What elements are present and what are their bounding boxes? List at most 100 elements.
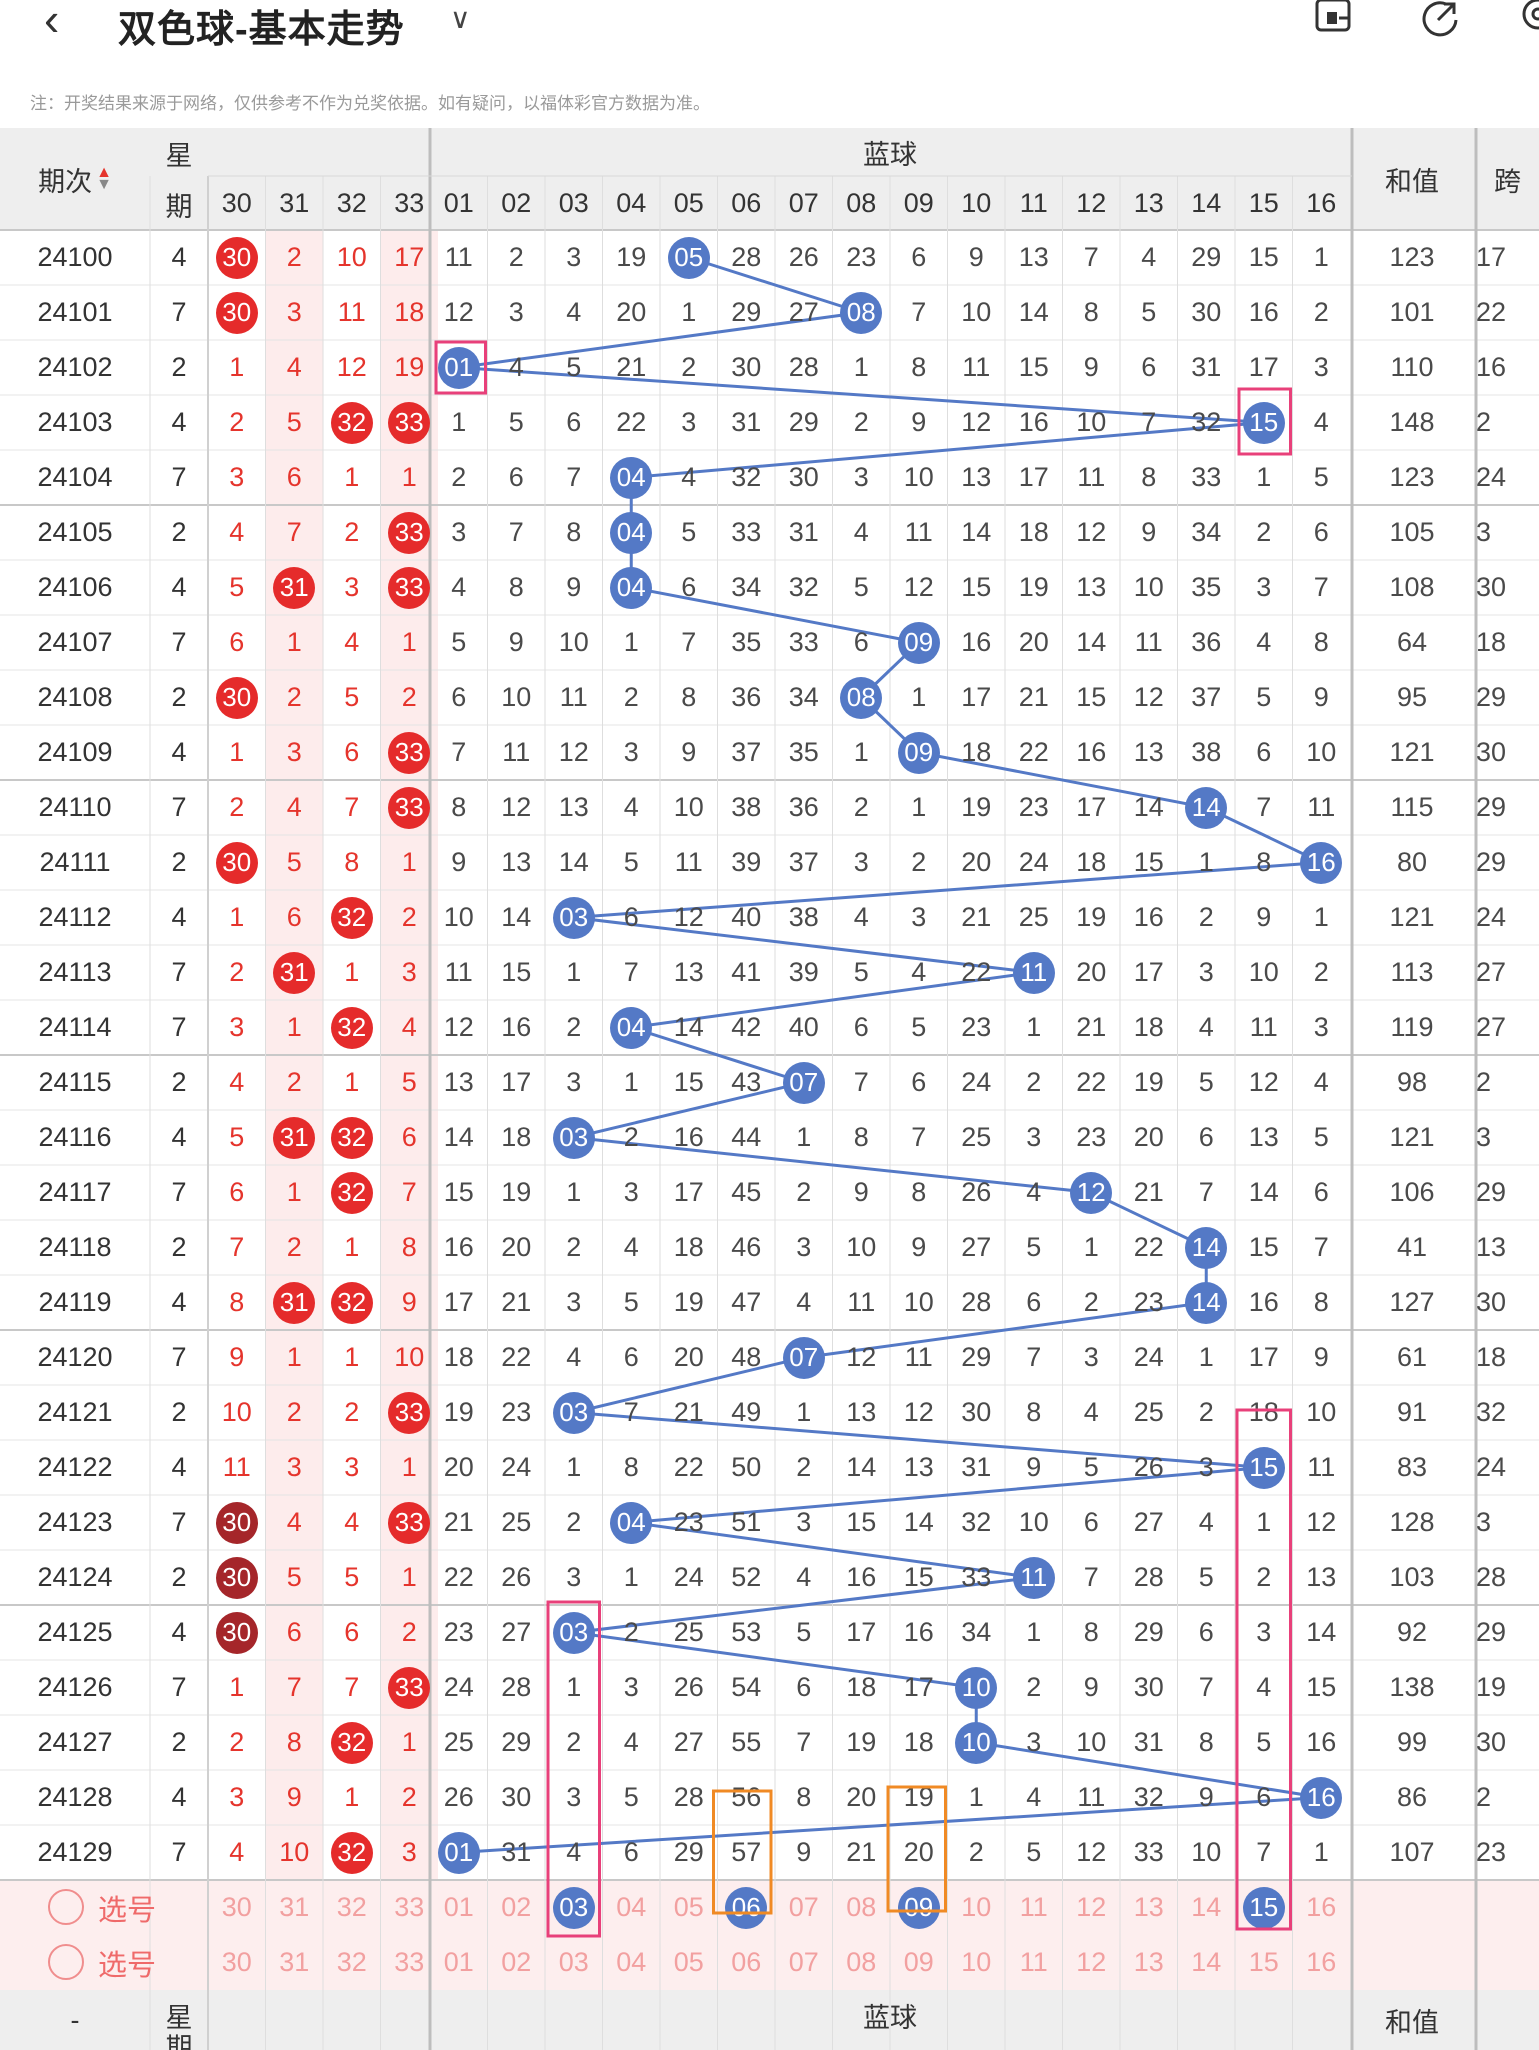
pick-blue-number[interactable]: 16	[1306, 1892, 1337, 1922]
select-radio-icon[interactable]	[48, 1889, 84, 1925]
period-cell: 24123	[37, 1507, 113, 1537]
pick-blue-number[interactable]: 14	[1191, 1892, 1222, 1922]
pick-blue-number[interactable]: 10	[961, 1947, 992, 1977]
red-miss-cell: 6	[229, 627, 245, 657]
sum-cell: 61	[1396, 1342, 1428, 1372]
sort-icon[interactable]: ▲ ▼	[96, 164, 112, 193]
blue-miss-cell: 7	[911, 297, 927, 327]
week-cell: 2	[171, 1397, 187, 1427]
back-icon[interactable]: ‹	[44, 0, 60, 45]
pick-blue-number[interactable]: 03	[558, 1947, 589, 1977]
red-ball: 33	[388, 786, 431, 829]
blue-miss-cell: 18	[1018, 517, 1049, 547]
blue-ball: 03	[552, 1391, 595, 1434]
red-miss-cell: 19	[394, 352, 425, 382]
red-miss-cell: 8	[401, 1232, 417, 1262]
pick-red-number[interactable]: 31	[279, 1947, 310, 1977]
blue-miss-cell: 24	[673, 1562, 704, 1592]
pick-blue-number[interactable]: 04	[616, 1947, 647, 1977]
blue-miss-cell: 16	[903, 1617, 934, 1647]
week-cell: 7	[171, 1177, 187, 1207]
pick-blue-number[interactable]: 12	[1076, 1947, 1107, 1977]
blue-miss-cell: 2	[1198, 1397, 1214, 1427]
page-title[interactable]: 双色球-基本走势	[118, 9, 405, 51]
pick-blue-number[interactable]: 11	[1019, 1947, 1048, 1977]
pick-blue-number[interactable]: 02	[501, 1892, 532, 1922]
select-radio-icon[interactable]	[48, 1944, 84, 1980]
pick-red-number[interactable]: 33	[394, 1892, 425, 1922]
blue-miss-cell: 2	[1256, 517, 1272, 547]
blue-ball: 09	[897, 621, 940, 664]
pick-blue-number[interactable]: 07	[788, 1892, 819, 1922]
blue-ball: 14	[1185, 1281, 1228, 1324]
pick-blue-number[interactable]: 15	[1248, 1947, 1279, 1977]
period-header[interactable]: 期次 ▲ ▼	[0, 128, 150, 230]
pick-blue-number[interactable]: 12	[1076, 1892, 1107, 1922]
blue-miss-cell: 2	[623, 682, 639, 712]
red-miss-cell: 6	[286, 462, 302, 492]
pick-blue-number[interactable]: 09	[903, 1947, 934, 1977]
pick-blue-number[interactable]: 11	[1019, 1892, 1048, 1922]
pick-blue-number[interactable]: 13	[1133, 1892, 1164, 1922]
select-label[interactable]: 选号	[97, 1894, 156, 1927]
span-cell: 3	[1476, 1122, 1492, 1152]
blue-miss-cell: 2	[853, 792, 869, 822]
span-cell: 13	[1476, 1232, 1507, 1262]
blue-miss-cell: 1	[623, 1562, 639, 1592]
pick-blue-number[interactable]: 01	[443, 1892, 474, 1922]
blue-miss-cell: 1	[566, 1452, 582, 1482]
settings-icon[interactable]	[1516, 0, 1539, 38]
screen-icon[interactable]	[1313, 0, 1357, 38]
red-miss-cell: 4	[286, 1507, 302, 1537]
red-miss-cell: 1	[229, 1672, 245, 1702]
blue-miss-cell: 3	[1026, 1727, 1042, 1757]
pick-red-number[interactable]: 32	[336, 1947, 367, 1977]
pick-blue-number[interactable]: 13	[1133, 1947, 1164, 1977]
pick-blue-number[interactable]: 05	[673, 1947, 704, 1977]
pick-blue-number[interactable]: 08	[846, 1947, 877, 1977]
share-icon[interactable]	[1416, 0, 1460, 38]
select-label[interactable]: 选号	[97, 1949, 156, 1982]
span-cell: 19	[1476, 1672, 1507, 1702]
blue-miss-cell: 6	[796, 1672, 812, 1702]
blue-miss-cell: 24	[1018, 847, 1049, 877]
pick-red-number[interactable]: 30	[221, 1947, 252, 1977]
pick-blue-number[interactable]: 06	[731, 1947, 762, 1977]
pick-red-number[interactable]: 31	[279, 1892, 310, 1922]
blue-miss-cell: 25	[1133, 1397, 1164, 1427]
blue-ball: 11	[1012, 1556, 1055, 1599]
pick-blue-number[interactable]: 08	[846, 1892, 877, 1922]
red-miss-cell: 7	[344, 792, 360, 822]
blue-miss-cell: 24	[501, 1452, 532, 1482]
blue-ball: 07	[782, 1336, 825, 1379]
pick-blue-number[interactable]: 07	[788, 1947, 819, 1977]
pick-red-number[interactable]: 32	[336, 1892, 367, 1922]
blue-miss-cell: 6	[681, 572, 697, 602]
blue-miss-cell: 31	[731, 407, 762, 437]
blue-miss-cell: 10	[1306, 737, 1337, 767]
chevron-down-icon[interactable]: ∨	[450, 3, 471, 34]
blue-miss-cell: 12	[1076, 1837, 1107, 1867]
blue-miss-cell: 55	[731, 1727, 762, 1757]
period-cell: 24108	[37, 682, 113, 712]
pick-red-number[interactable]: 33	[394, 1947, 425, 1977]
red-ball: 33	[388, 511, 431, 554]
span-cell: 17	[1476, 242, 1507, 272]
pick-blue-number[interactable]: 01	[443, 1947, 474, 1977]
blue-miss-cell: 18	[846, 1672, 877, 1702]
blue-number-header: 03	[558, 187, 589, 218]
pick-blue-number[interactable]: 05	[673, 1892, 704, 1922]
pick-red-number[interactable]: 30	[221, 1892, 252, 1922]
blue-miss-cell: 25	[443, 1727, 474, 1757]
span-cell: 30	[1476, 572, 1507, 602]
pick-blue-number[interactable]: 04	[616, 1892, 647, 1922]
pick-blue-number[interactable]: 10	[961, 1892, 992, 1922]
pick-blue-number[interactable]: 14	[1191, 1947, 1222, 1977]
pick-blue-number[interactable]: 02	[501, 1947, 532, 1977]
blue-miss-cell: 1	[853, 352, 869, 382]
blue-number-header: 02	[501, 187, 532, 218]
blue-miss-cell: 22	[1018, 737, 1049, 767]
pick-blue-number[interactable]: 16	[1306, 1947, 1337, 1977]
sum-cell: 103	[1389, 1562, 1435, 1592]
blue-miss-cell: 8	[796, 1782, 812, 1812]
